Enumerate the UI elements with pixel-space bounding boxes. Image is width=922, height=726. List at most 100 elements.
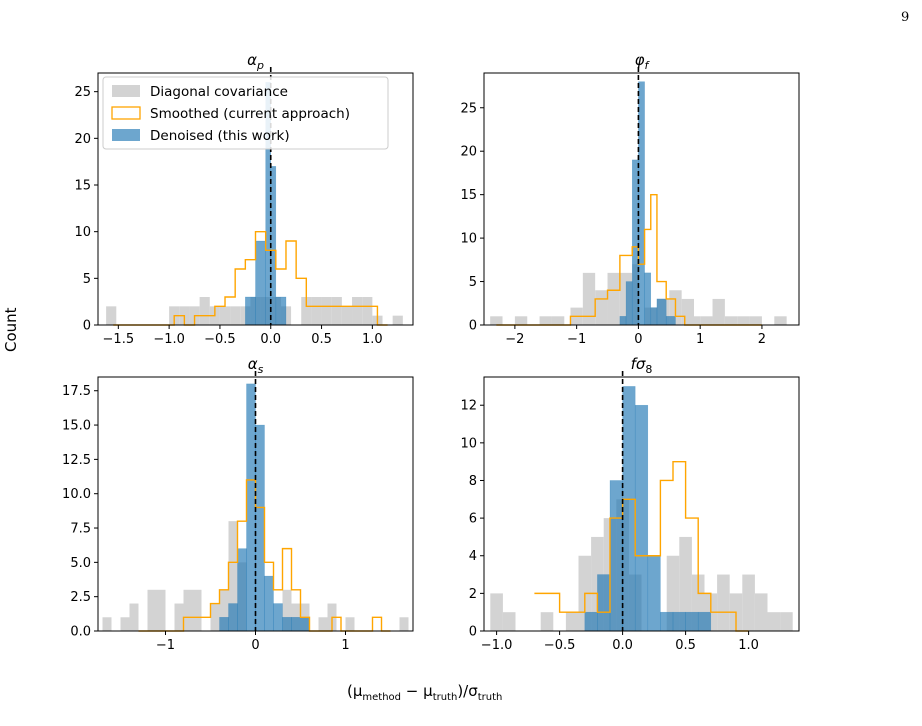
x-tick-label: −0.5 [544,638,576,653]
y-tick-label: 5 [469,275,477,290]
x-tick-label: 0 [634,332,642,347]
y-tick-label: 10 [460,436,477,451]
denoised-bar [634,404,649,632]
diagonal-bar [341,306,353,325]
denoised-bar [245,296,256,326]
diagonal-bar [514,316,528,325]
diagonal-bar [129,603,139,631]
y-tick-label: 0.0 [70,625,91,640]
subplot-title: fσ8 [631,355,653,376]
denoised-bar [255,424,265,632]
denoised-bar [650,307,658,326]
denoised-bar [584,611,598,632]
smoothed-step-line [496,193,762,326]
denoised-bar [246,383,256,632]
diagonal-bar [120,617,130,631]
legend-label: Smoothed (current approach) [150,106,350,122]
y-tick-label: 0 [469,625,477,640]
subplot-title: φf [635,51,651,72]
denoised-bar [647,555,661,632]
diagonal-bar [392,315,403,325]
diagonal-bar [156,589,166,631]
denoised-bar [685,611,699,632]
plot-frame [97,72,414,326]
x-axis-label-prefix: (μ [347,682,363,700]
y-tick-label: 15 [74,179,91,194]
x-tick-label: 0.5 [311,332,332,347]
x-tick-label: 0 [251,638,259,653]
y-tick-label: 10 [74,225,91,240]
diagonal-bar [712,298,725,325]
smoothed-step-line [138,479,391,632]
diagonal-bar [582,272,596,325]
denoised-bar [275,296,287,326]
denoised-bar [672,611,686,632]
denoised-bar [237,548,247,632]
diagonal-bar [774,316,787,325]
y-tick-label: 0 [83,319,91,334]
y-tick-label: 10.0 [62,487,91,502]
denoised-bar [619,316,627,326]
x-tick-label: 0.0 [260,332,281,347]
y-tick-label: 25 [74,85,91,100]
y-tick-label: 6 [469,512,477,527]
y-tick-label: 4 [469,549,477,564]
diagonal-bar [147,589,157,631]
y-tick-label: 20 [460,145,477,160]
denoised-bar [644,272,652,326]
x-tick-label: −1.0 [153,332,185,347]
smoothed-step-line [534,460,749,632]
diagonal-bar [749,316,762,325]
x-axis-label-sub-sigma: truth [477,692,503,703]
legend-swatch [112,129,140,141]
diagonal-bar [607,272,620,325]
y-tick-label: 12 [460,399,477,414]
denoised-bar [625,281,633,326]
diagonal-bar [490,593,503,631]
y-tick-label: 7.5 [70,522,91,537]
y-tick-label: 0 [469,319,477,334]
y-tick-label: 2 [469,587,477,602]
denoised-bar [219,617,229,632]
denoised-bar [597,574,611,632]
x-tick-label: 1 [341,638,349,653]
x-tick-label: −1 [567,332,586,347]
denoised-bar [631,159,639,326]
denoised-bar [282,617,292,632]
denoised-bar [622,386,636,632]
y-tick-label: 20 [74,132,91,147]
diagonal-bar [174,603,184,631]
smoothed-step-line [113,230,388,326]
denoised-bar [660,611,674,632]
x-axis-label-mid2: )/σ [457,682,478,700]
diagonal-bar [301,297,312,325]
diagonal-bar [717,574,730,631]
x-axis-label: (μmethod − μtruth)/σtruth [347,682,502,703]
y-tick-label: 25 [460,101,477,116]
denoised-bar [273,603,283,632]
diagonal-bar [183,589,193,631]
denoised-bar [638,81,645,326]
diagonal-bar [539,316,552,325]
x-tick-label: 1.0 [362,332,383,347]
legend-swatch [111,106,141,120]
legend-box [102,76,389,150]
denoised-bar [291,617,310,632]
diagonal-bar [681,298,694,325]
subplot-3: −1 0 10.02.55.07.510.012.515.017.5αs [62,355,414,653]
diagonal-bar [362,297,373,325]
diagonal-bar [679,536,692,631]
x-tick-label: −0.5 [204,332,236,347]
plot-frame [483,72,800,326]
denoised-bar [228,603,238,632]
legend: Diagonal covariance Smoothed (current app… [102,76,389,150]
denoised-bar [264,575,274,632]
legend-label: Denoised (this work) [150,128,290,144]
y-tick-label: 15 [460,188,477,203]
legend-label: Diagonal covariance [150,84,288,100]
x-tick-label: 0.5 [675,638,696,653]
diagonal-bar [540,612,554,631]
denoised-bar [656,298,667,326]
x-tick-label: −1.0 [481,638,513,653]
y-tick-label: 8 [469,474,477,489]
